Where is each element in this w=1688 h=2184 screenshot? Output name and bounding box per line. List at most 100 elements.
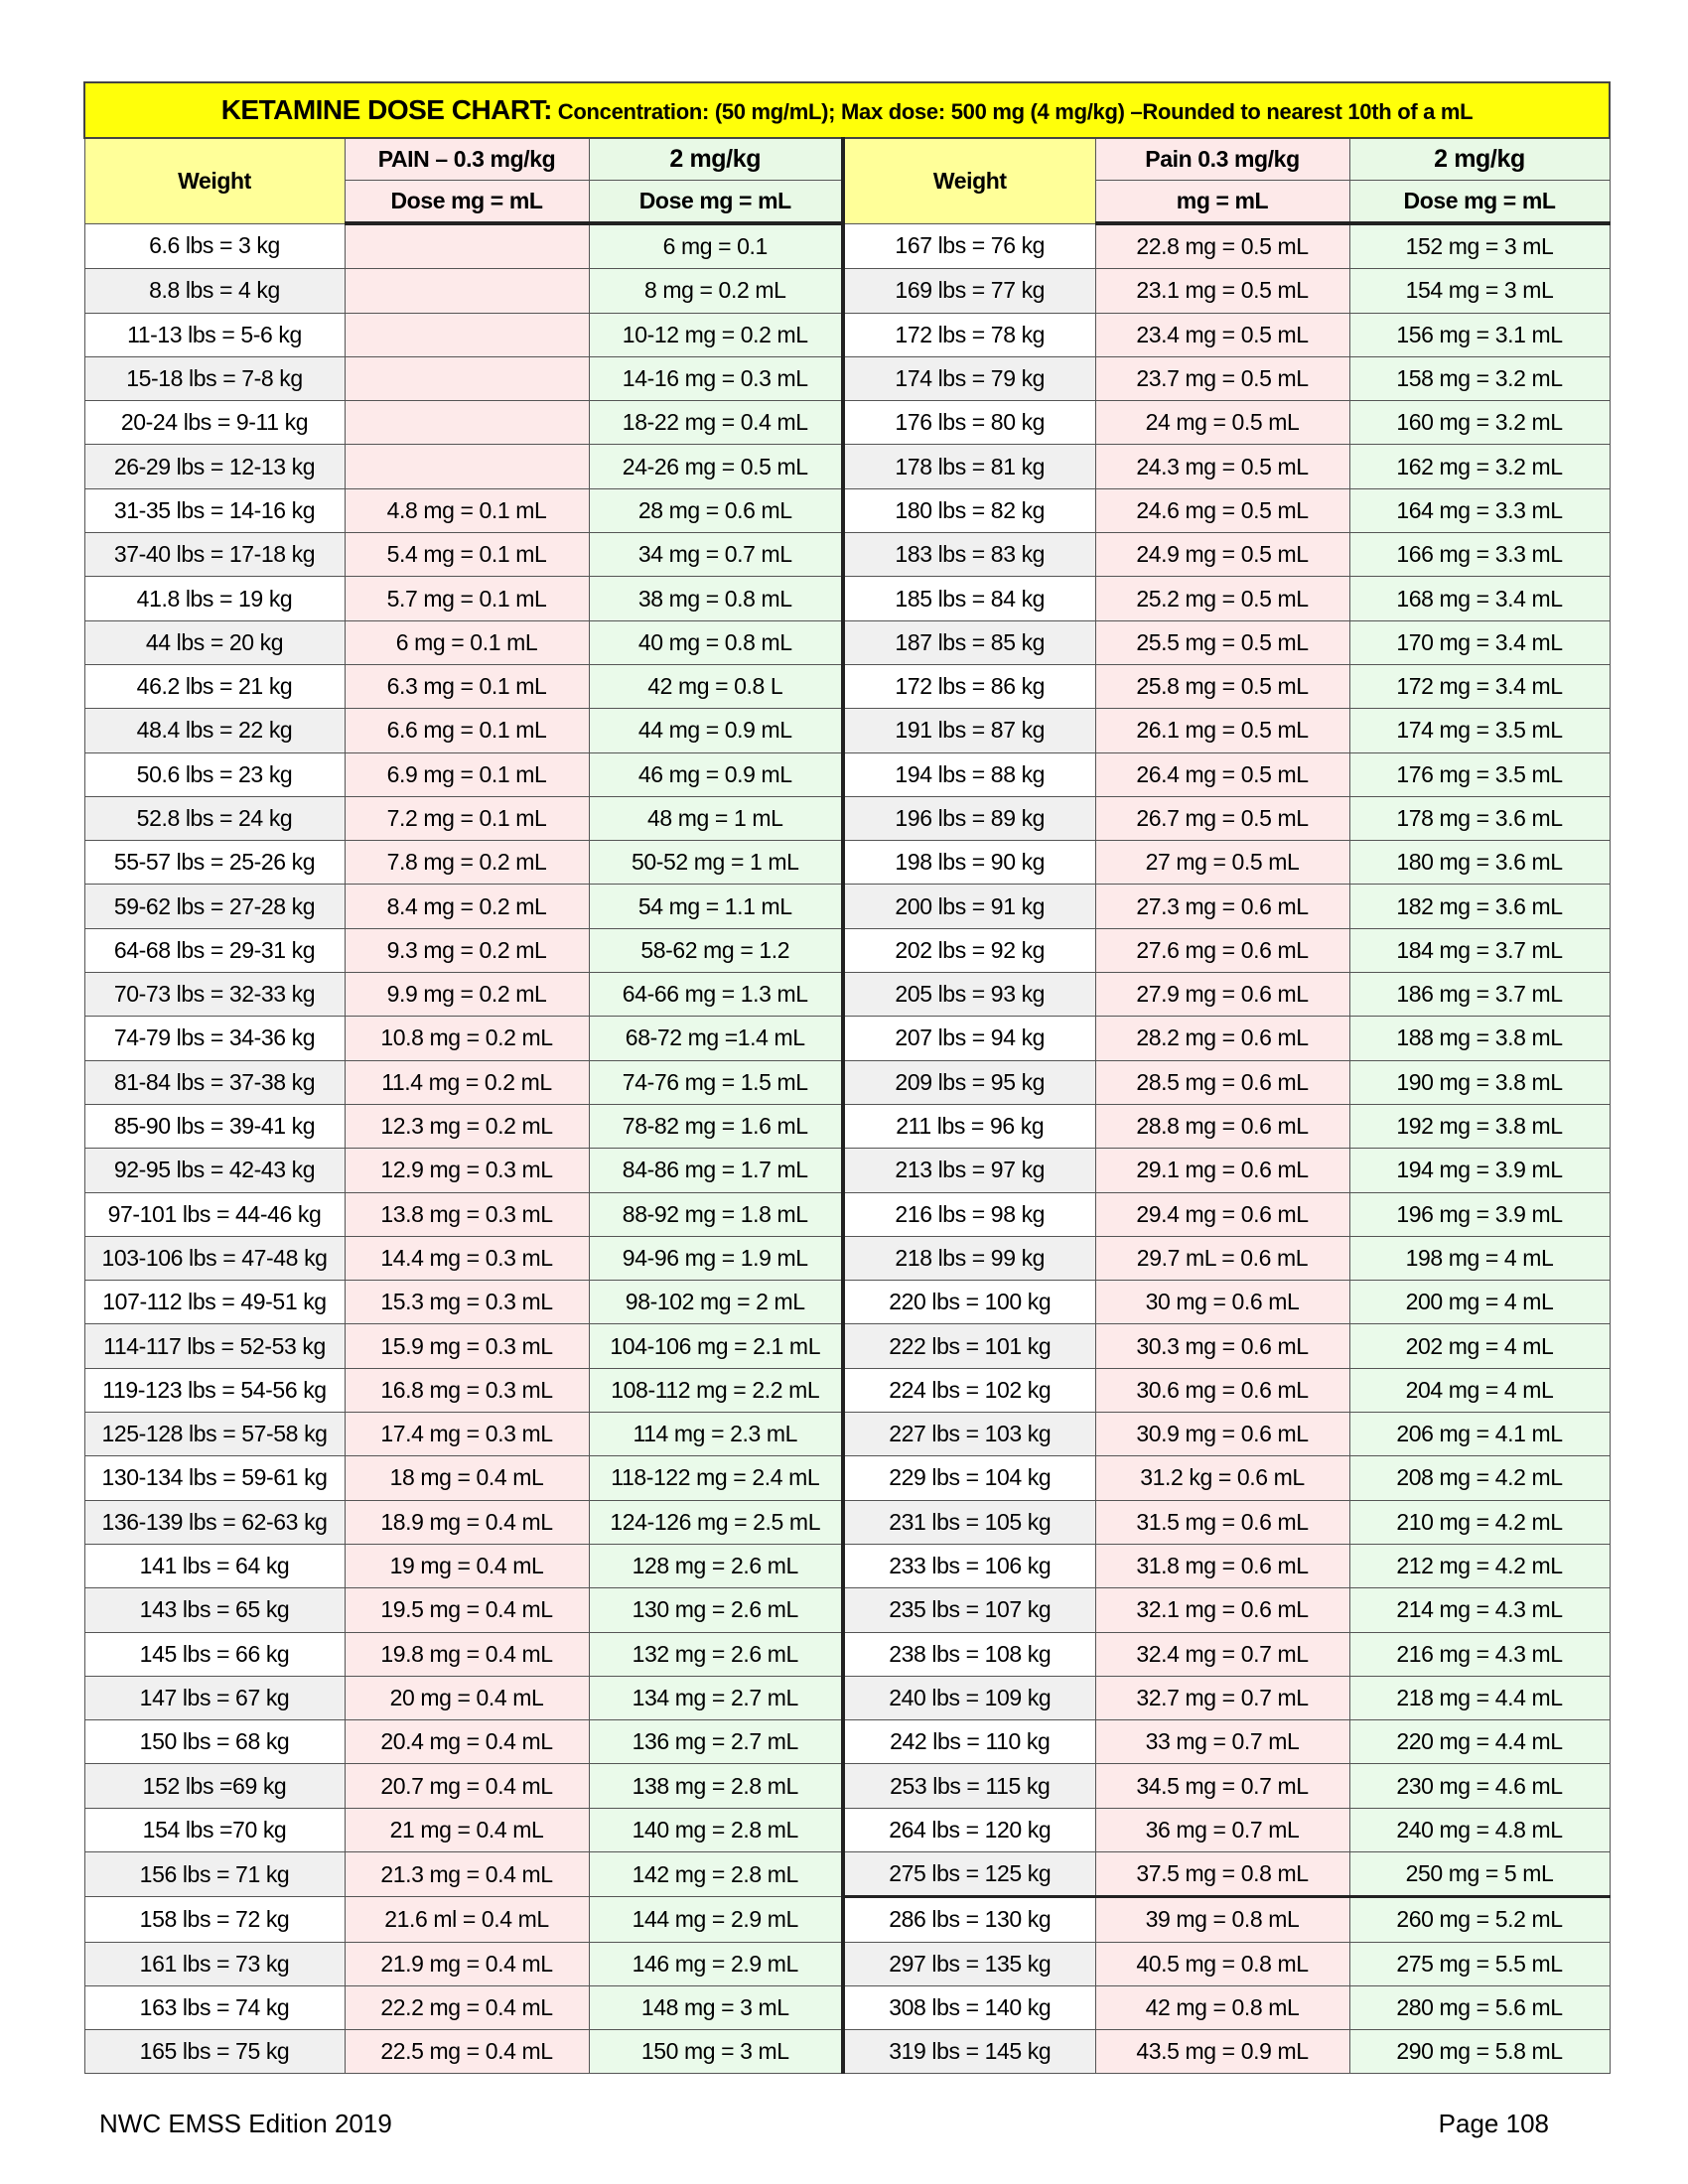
left-weight-cell: 147 lbs = 67 kg (83, 1675, 346, 1721)
table-row: 141 lbs = 64 kg 19 mg = 0.4 mL 128 mg = 2.… (83, 1543, 1611, 1589)
right-weight-cell: 222 lbs = 101 kg (841, 1323, 1096, 1369)
right-dose-header: 2 mg/kg (1348, 137, 1611, 181)
left-2mgkg-dose-cell: 58-62 mg = 1.2 (588, 927, 844, 974)
right-2mgkg-dose-cell: 214 mg = 4.3 mL (1348, 1587, 1611, 1633)
right-weight-cell: 178 lbs = 81 kg (841, 444, 1096, 489)
left-pain-dose-cell: 5.7 mg = 0.1 mL (344, 576, 590, 621)
left-pain-dose-cell: 9.3 mg = 0.2 mL (344, 927, 590, 974)
right-2mgkg-dose-cell: 200 mg = 4 mL (1348, 1280, 1611, 1325)
chart-title: KETAMINE DOSE CHART: Concentration: (50 … (82, 81, 1612, 139)
left-pain-dose-cell: 6.6 mg = 0.1 mL (344, 708, 590, 753)
left-pain-dose-cell: 12.3 mg = 0.2 mL (344, 1103, 590, 1150)
left-weight-cell: 114-117 lbs = 52-53 kg (83, 1323, 346, 1369)
right-2mgkg-dose-cell: 152 mg = 3 mL (1348, 222, 1611, 270)
right-pain-dose-cell: 31.5 mg = 0.6 mL (1094, 1499, 1350, 1545)
right-weight-cell: 238 lbs = 108 kg (841, 1631, 1096, 1677)
right-weight-cell: 297 lbs = 135 kg (841, 1941, 1096, 1986)
left-weight-cell: 161 lbs = 73 kg (83, 1941, 346, 1986)
left-pain-dose-cell: 21.3 mg = 0.4 mL (344, 1850, 590, 1898)
left-pain-dose-cell: 9.9 mg = 0.2 mL (344, 972, 590, 1018)
right-pain-dose-cell: 23.7 mg = 0.5 mL (1094, 355, 1350, 402)
left-weight-cell: 150 lbs = 68 kg (83, 1719, 346, 1765)
left-pain-dose-cell: 22.2 mg = 0.4 mL (344, 1984, 590, 2031)
table-row: 145 lbs = 66 kg 19.8 mg = 0.4 mL 132 mg = … (83, 1631, 1611, 1677)
right-weight-header: Weight (841, 137, 1096, 224)
left-weight-cell: 163 lbs = 74 kg (83, 1984, 346, 2031)
left-2mgkg-dose-cell: 150 mg = 3 mL (588, 2029, 844, 2075)
left-pain-dose-cell: 19 mg = 0.4 mL (344, 1543, 590, 1589)
left-pain-dose-cell: 18.9 mg = 0.4 mL (344, 1499, 590, 1545)
left-pain-dose-cell: 16.8 mg = 0.3 mL (344, 1367, 590, 1414)
ketamine-dose-table: KETAMINE DOSE CHART: Concentration: (50 … (82, 81, 1612, 2075)
left-2mgkg-dose-cell: 40 mg = 0.8 mL (588, 619, 844, 665)
right-pain-dose-cell: 28.5 mg = 0.6 mL (1094, 1059, 1350, 1105)
right-pain-dose-cell: 28.2 mg = 0.6 mL (1094, 1016, 1350, 1061)
right-2mgkg-dose-cell: 240 mg = 4.8 mL (1348, 1807, 1611, 1852)
left-2mgkg-dose-cell: 44 mg = 0.9 mL (588, 708, 844, 753)
left-2mgkg-dose-cell: 134 mg = 2.7 mL (588, 1675, 844, 1721)
right-2mgkg-dose-cell: 216 mg = 4.3 mL (1348, 1631, 1611, 1677)
right-pain-dose-cell: 37.5 mg = 0.8 mL (1094, 1850, 1350, 1899)
right-2mgkg-dose-cell: 280 mg = 5.6 mL (1348, 1984, 1611, 2031)
right-weight-cell: 253 lbs = 115 kg (841, 1763, 1096, 1809)
table-row: 143 lbs = 65 kg 19.5 mg = 0.4 mL 130 mg = … (83, 1587, 1611, 1633)
table-row: 147 lbs = 67 kg 20 mg = 0.4 mL 134 mg = 2.… (83, 1675, 1611, 1721)
right-2mgkg-dose-cell: 162 mg = 3.2 mL (1348, 444, 1611, 489)
left-weight-cell: 64-68 lbs = 29-31 kg (83, 927, 346, 974)
right-2mgkg-dose-cell: 290 mg = 5.8 mL (1348, 2029, 1611, 2075)
left-pain-dose-cell: 8.4 mg = 0.2 mL (344, 884, 590, 929)
left-weight-cell: 8.8 lbs = 4 kg (83, 268, 346, 314)
left-2mgkg-dose-cell: 28 mg = 0.6 mL (588, 487, 844, 534)
table-row: 130-134 lbs = 59-61 kg 18 mg = 0.4 mL 118-… (83, 1455, 1611, 1501)
right-weight-cell: 275 lbs = 125 kg (841, 1850, 1096, 1899)
table-row: 37-40 lbs = 17-18 kg 5.4 mg = 0.1 mL 34 mg… (83, 532, 1611, 578)
right-2mgkg-dose-cell: 156 mg = 3.1 mL (1348, 312, 1611, 357)
right-2mgkg-dose-cell: 198 mg = 4 mL (1348, 1235, 1611, 1282)
table-row: 163 lbs = 74 kg 22.2 mg = 0.4 mL 148 mg = … (83, 1984, 1611, 2031)
right-pain-dose-cell: 24.9 mg = 0.5 mL (1094, 532, 1350, 578)
right-pain-dose-cell: 32.1 mg = 0.6 mL (1094, 1587, 1350, 1633)
left-pain-header: PAIN – 0.3 mg/kg (344, 137, 590, 181)
left-weight-cell: 107-112 lbs = 49-51 kg (83, 1280, 346, 1325)
right-pain-dose-cell: 25.5 mg = 0.5 mL (1094, 619, 1350, 665)
right-2mgkg-dose-cell: 218 mg = 4.4 mL (1348, 1675, 1611, 1721)
table-row: 119-123 lbs = 54-56 kg 16.8 mg = 0.3 mL 10… (83, 1367, 1611, 1414)
footer-page-number: Page 108 (1438, 2109, 1549, 2138)
left-2mgkg-dose-cell: 50-52 mg = 1 mL (588, 840, 844, 886)
right-2mgkg-dose-cell: 230 mg = 4.6 mL (1348, 1763, 1611, 1809)
right-weight-cell: 242 lbs = 110 kg (841, 1719, 1096, 1765)
right-2mgkg-dose-cell: 202 mg = 4 mL (1348, 1323, 1611, 1369)
right-2mgkg-dose-cell: 196 mg = 3.9 mL (1348, 1191, 1611, 1237)
table-row: 81-84 lbs = 37-38 kg 11.4 mg = 0.2 mL 74-7… (83, 1059, 1611, 1105)
table-row: 55-57 lbs = 25-26 kg 7.8 mg = 0.2 mL 50-52… (83, 840, 1611, 886)
table-row: 8.8 lbs = 4 kg 8 mg = 0.2 mL 169 lbs = 77 … (83, 268, 1611, 314)
left-weight-cell: 31-35 lbs = 14-16 kg (83, 487, 346, 534)
right-pain-header: Pain 0.3 mg/kg (1094, 137, 1350, 181)
left-2mgkg-dose-cell: 6 mg = 0.1 (588, 222, 844, 270)
left-2mgkg-dose-cell: 46 mg = 0.9 mL (588, 751, 844, 797)
right-weight-cell: 196 lbs = 89 kg (841, 795, 1096, 842)
left-2mgkg-dose-cell: 34 mg = 0.7 mL (588, 532, 844, 578)
right-weight-cell: 172 lbs = 78 kg (841, 312, 1096, 357)
right-2mgkg-dose-cell: 260 mg = 5.2 mL (1348, 1896, 1611, 1943)
left-pain-dose-cell: 22.5 mg = 0.4 mL (344, 2029, 590, 2075)
left-2mgkg-dose-cell: 124-126 mg = 2.5 mL (588, 1499, 844, 1545)
left-pain-dose-cell (344, 268, 590, 314)
left-weight-cell: 154 lbs =70 kg (83, 1807, 346, 1852)
right-weight-cell: 224 lbs = 102 kg (841, 1367, 1096, 1414)
right-weight-cell: 202 lbs = 92 kg (841, 927, 1096, 974)
left-weight-cell: 41.8 lbs = 19 kg (83, 576, 346, 621)
left-weight-cell: 46.2 lbs = 21 kg (83, 663, 346, 710)
right-2mgkg-dose-cell: 184 mg = 3.7 mL (1348, 927, 1611, 974)
right-2mgkg-dose-cell: 194 mg = 3.9 mL (1348, 1148, 1611, 1193)
table-row: 64-68 lbs = 29-31 kg 9.3 mg = 0.2 mL 58-62… (83, 927, 1611, 974)
right-pain-dose-cell: 31.2 kg = 0.6 mL (1094, 1455, 1350, 1501)
right-2mgkg-dose-cell: 192 mg = 3.8 mL (1348, 1103, 1611, 1150)
right-pain-dose-cell: 25.2 mg = 0.5 mL (1094, 576, 1350, 621)
right-weight-cell: 235 lbs = 107 kg (841, 1587, 1096, 1633)
left-pain-dose-cell: 14.4 mg = 0.3 mL (344, 1235, 590, 1282)
right-weight-cell: 264 lbs = 120 kg (841, 1807, 1096, 1852)
left-2mgkg-dose-cell: 136 mg = 2.7 mL (588, 1719, 844, 1765)
left-weight-cell: 130-134 lbs = 59-61 kg (83, 1455, 346, 1501)
table-row: 97-101 lbs = 44-46 kg 13.8 mg = 0.3 mL 88-… (83, 1191, 1611, 1237)
